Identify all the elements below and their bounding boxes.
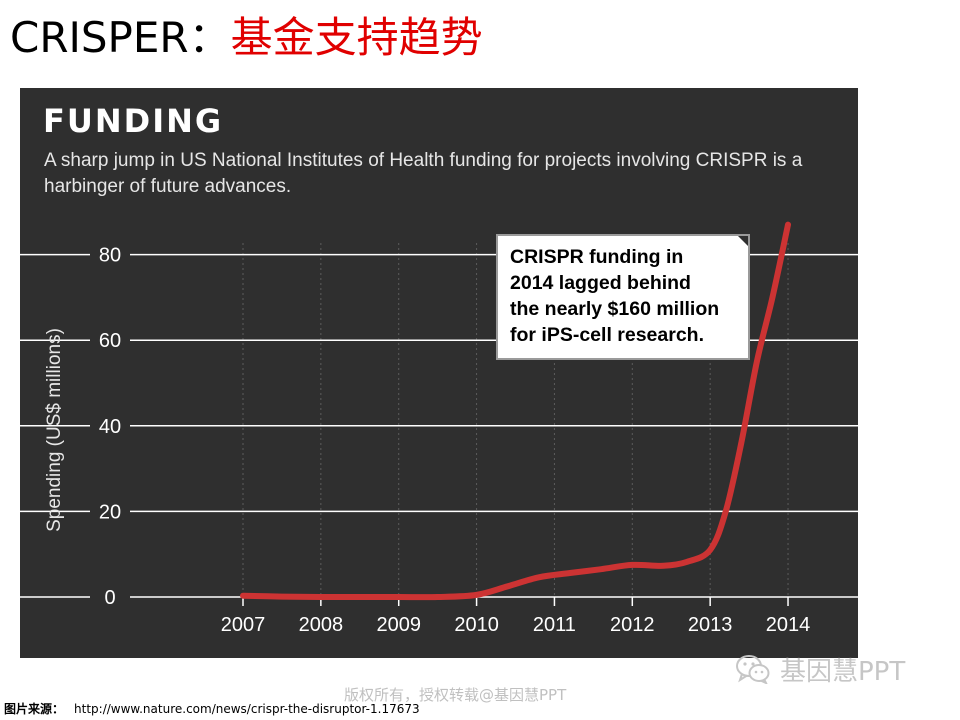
source-label: 图片来源： <box>4 702 65 716</box>
x-tick-label-2014: 2014 <box>766 614 811 636</box>
y-axis-label: Spending (US$ millions) <box>44 328 65 532</box>
x-tick-label-2012: 2012 <box>610 614 655 636</box>
wechat-icon <box>736 655 770 684</box>
x-tick-label-2011: 2011 <box>533 614 576 636</box>
brand-name: 基因慧PPT <box>780 656 906 687</box>
source-line: 图片来源： http://www.nature.com/news/crispr-t… <box>4 700 420 717</box>
brand-watermark: 基因慧PPT <box>736 652 906 687</box>
chart-title: FUNDING <box>43 102 224 140</box>
x-tick-label-2008: 2008 <box>299 614 344 636</box>
x-tick-label-2013: 2013 <box>688 614 733 636</box>
annotation-line-4: for iPS-cell research. <box>510 324 705 346</box>
funding-line-chart: 0 20 40 60 80 2007 2008 2009 2010 2011 2012 2013 201… <box>20 221 858 636</box>
funding-chart-panel: 0 20 40 60 80 2007 2008 2009 2010 2011 2012 2013 201… <box>20 88 858 658</box>
x-tick-label-2010: 2010 <box>454 614 499 636</box>
annotation-line-2: 2014 lagged behind <box>510 272 691 294</box>
y-tick-label-0: 0 <box>104 587 115 609</box>
slide-title-chinese: 基金支持趋势 <box>230 13 483 62</box>
copyright-watermark: 版权所有，授权转载@基因慧PPT <box>344 686 567 704</box>
y-tick-label-20: 20 <box>99 501 121 523</box>
x-tick-label-2009: 2009 <box>376 614 421 636</box>
x-tick-label-2007: 2007 <box>221 614 266 636</box>
annotation-folded-corner <box>734 232 752 250</box>
annotation-callout: CRISPR funding in 2014 lagged behind the… <box>496 232 752 360</box>
y-tick-label-40: 40 <box>99 416 121 438</box>
annotation-line-1: CRISPR funding in <box>510 246 684 268</box>
annotation-line-3: the nearly $160 million <box>510 298 720 320</box>
series-line-0 <box>240 221 792 601</box>
chart-subtitle: A sharp jump in US National Institutes o… <box>44 150 803 197</box>
y-tick-label-80: 80 <box>99 245 121 267</box>
slide-title: CRISPER：基金支持趋势 <box>10 8 483 68</box>
slide-title-english: CRISPER： <box>10 13 231 62</box>
y-tick-label-60: 60 <box>99 330 121 352</box>
source-url[interactable]: http://www.nature.com/news/crispr-the-di… <box>74 702 420 716</box>
